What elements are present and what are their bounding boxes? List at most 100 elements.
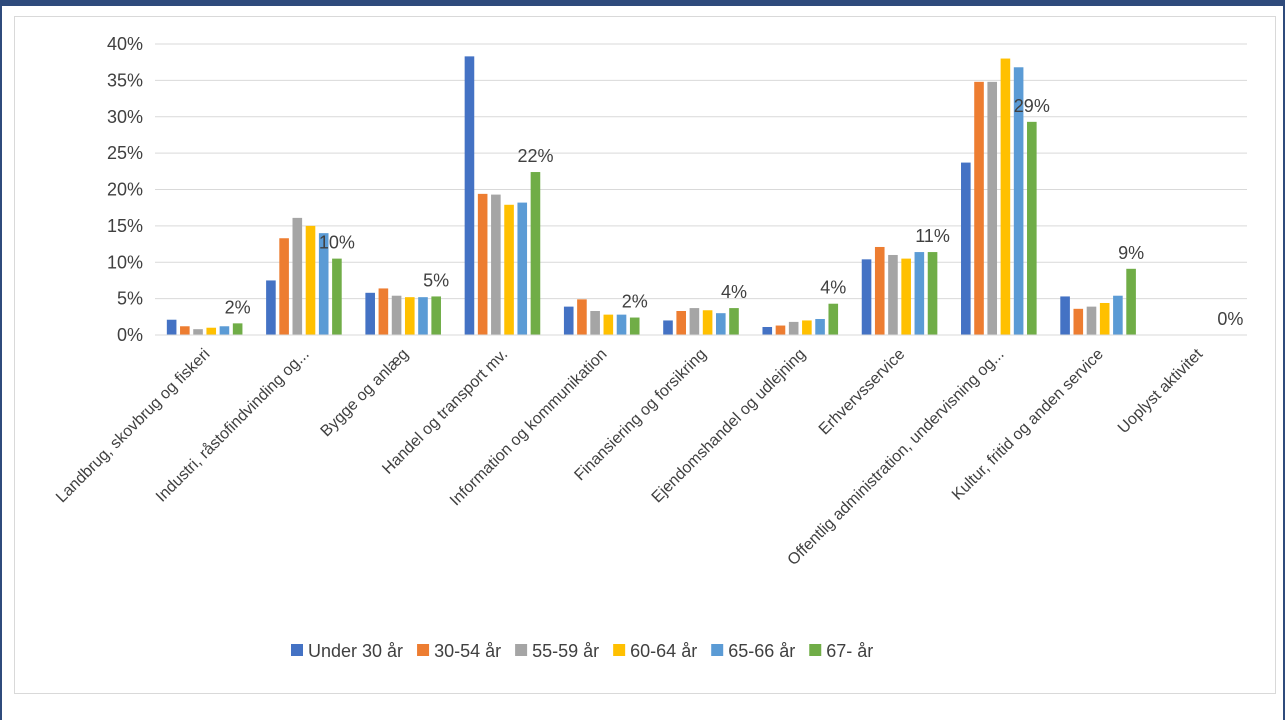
bar — [616, 314, 627, 335]
bar — [563, 306, 574, 335]
bar — [874, 246, 885, 335]
data-label: 0% — [1217, 309, 1243, 329]
bar — [332, 258, 342, 335]
x-tick-label: Erhvervsservice — [816, 346, 909, 439]
bar — [180, 326, 190, 335]
bar — [901, 258, 911, 335]
bar — [762, 326, 773, 335]
data-label: 4% — [820, 278, 846, 298]
bar — [1027, 121, 1037, 335]
bar — [517, 202, 528, 335]
legend-swatch — [809, 644, 822, 656]
bar — [464, 56, 475, 336]
data-label: 4% — [721, 282, 747, 302]
bar — [775, 325, 786, 335]
bar — [391, 295, 402, 335]
bar — [279, 238, 289, 335]
bar — [676, 310, 686, 335]
bar — [365, 292, 375, 335]
y-tick-label: 20% — [107, 180, 143, 200]
x-tick-label: Industri, råstofindvinding og... — [152, 345, 313, 506]
bar — [828, 303, 839, 335]
bar — [1126, 268, 1136, 335]
bar — [629, 317, 640, 335]
data-label: 2% — [622, 292, 648, 312]
data-label: 29% — [1014, 96, 1050, 116]
bars — [166, 56, 1136, 336]
bar — [418, 297, 428, 335]
bar — [802, 320, 812, 335]
data-labels: 2% 10% 5% 22% 2% 4% 4% 11% 29% 9% 0% — [225, 96, 1244, 329]
bar — [305, 225, 316, 335]
legend-label: 67- år — [826, 641, 873, 661]
bar — [477, 193, 488, 335]
bar — [491, 194, 501, 335]
chart-area: 0% 5% 10% 15% 20% 25% 30% 35% 40% 2% 10% 5% 22% 2% 4%… — [14, 16, 1276, 694]
bar — [927, 252, 938, 335]
x-tick-label: Bygge og anlæg — [318, 346, 412, 440]
legend-label: 65-66 år — [728, 641, 795, 661]
y-tick-label: 10% — [107, 252, 143, 272]
legend-swatch — [613, 644, 626, 656]
bar — [166, 319, 177, 335]
bar — [206, 327, 217, 335]
bar — [504, 204, 514, 335]
bar — [590, 310, 600, 335]
bar — [530, 172, 541, 335]
bar — [266, 280, 276, 335]
bar — [888, 254, 898, 335]
bar — [716, 313, 726, 335]
legend: Under 30 år 30-54 år 55-59 år 60-64 år 65-66… — [291, 641, 873, 661]
legend-label: 30-54 år — [434, 641, 501, 661]
bar — [861, 259, 872, 335]
bar — [663, 320, 673, 335]
legend-label: Under 30 år — [308, 641, 403, 661]
y-tick-label: 15% — [107, 216, 143, 236]
legend-swatch — [291, 644, 303, 656]
bar — [404, 297, 415, 335]
legend-label: 60-64 år — [630, 641, 697, 661]
y-tick-label: 35% — [107, 70, 143, 90]
bar — [815, 318, 825, 335]
x-tick-label: Offentlig administration, undervisning o… — [785, 346, 1008, 569]
data-label: 22% — [517, 146, 553, 166]
bar — [974, 81, 984, 335]
y-tick-label: 0% — [117, 325, 143, 345]
bar — [1060, 296, 1070, 335]
y-tick-label: 40% — [107, 34, 143, 54]
bar — [689, 308, 700, 335]
data-label: 9% — [1118, 243, 1144, 263]
bar — [987, 81, 998, 335]
legend-swatch — [711, 644, 724, 656]
bar — [193, 329, 203, 335]
legend-swatch — [515, 644, 528, 656]
data-label: 10% — [319, 233, 355, 253]
bar — [292, 217, 303, 335]
bar — [961, 162, 971, 335]
bar — [1113, 295, 1123, 335]
bar — [729, 308, 739, 335]
x-tick-label: Information og kommunikation — [447, 346, 611, 510]
bar — [914, 252, 925, 335]
bar — [702, 310, 713, 335]
bar — [1099, 302, 1110, 335]
bar — [318, 233, 329, 335]
bar — [603, 314, 614, 335]
bar-chart: 0% 5% 10% 15% 20% 25% 30% 35% 40% 2% 10% 5% 22% 2% 4%… — [53, 34, 1247, 661]
legend-swatch — [417, 644, 430, 656]
legend-label: 55-59 år — [532, 641, 599, 661]
data-label: 11% — [915, 226, 950, 246]
bar — [1073, 308, 1084, 335]
bar — [1086, 306, 1097, 335]
bar — [378, 288, 389, 335]
y-tick-label: 25% — [107, 143, 143, 163]
x-tick-label: Landbrug, skovbrug og fiskeri — [53, 346, 213, 506]
bar — [577, 299, 587, 335]
data-label: 5% — [423, 270, 449, 290]
x-tick-label: Uoplyst aktivitet — [1115, 345, 1207, 437]
bar — [1013, 67, 1024, 335]
bar — [1000, 58, 1011, 336]
gridlines — [155, 43, 1247, 336]
